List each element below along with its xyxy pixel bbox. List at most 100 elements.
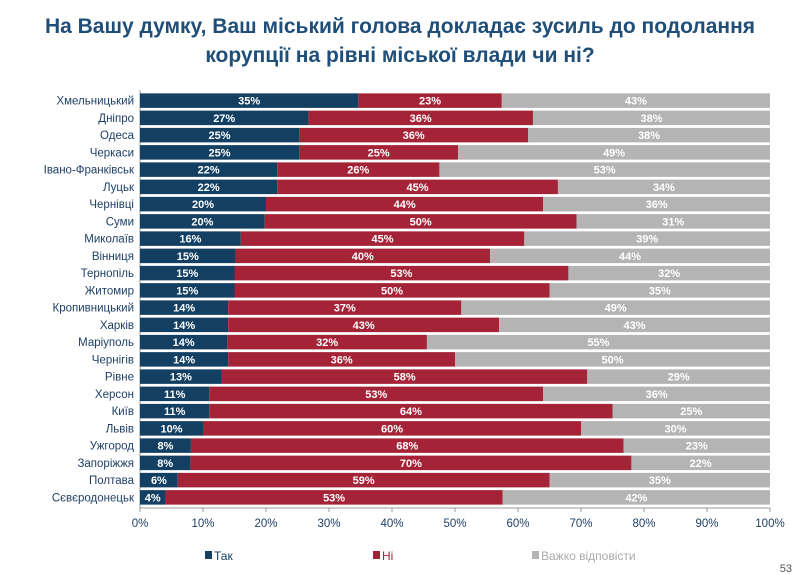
bar-segment-yes [140, 283, 235, 298]
bar-segment-yes [140, 403, 210, 419]
data-label: 35% [649, 285, 671, 297]
data-label: 45% [407, 182, 429, 194]
x-tick-label: 50% [443, 518, 466, 530]
x-tick-label: 100% [755, 518, 784, 530]
data-label: 45% [372, 234, 394, 246]
bar-segment-no [209, 386, 544, 402]
category-label: Дніпро [98, 113, 134, 125]
data-label: 36% [410, 113, 432, 125]
data-label: 43% [353, 320, 375, 332]
data-label: 27% [213, 113, 235, 125]
bar-segment-hard-to-say [461, 300, 770, 315]
data-label: 14% [173, 354, 195, 366]
data-label: 22% [690, 458, 712, 470]
data-label: 13% [170, 372, 192, 384]
data-label: 15% [176, 268, 198, 280]
data-label: 34% [653, 182, 675, 194]
legend-swatch [373, 551, 380, 559]
category-label: Ужгород [90, 441, 134, 453]
data-label: 15% [176, 285, 198, 297]
bar-segment-no [221, 369, 588, 384]
bar-segment-no [228, 300, 462, 315]
bar-segment-hard-to-say [568, 265, 770, 281]
x-tick-label: 90% [695, 518, 718, 530]
bar-segment-yes [140, 369, 222, 384]
bar-segment-hard-to-say [499, 317, 770, 333]
bar-segment-yes [140, 110, 309, 126]
bar-segment-yes [140, 214, 265, 229]
category-label: Харків [100, 320, 134, 332]
category-label: Київ [112, 406, 134, 418]
data-label: 14% [173, 320, 195, 332]
data-label: 23% [419, 96, 441, 108]
category-label: Полтава [89, 475, 135, 487]
legend-swatch [532, 551, 539, 559]
data-label: 25% [368, 147, 390, 159]
data-label: 55% [587, 337, 609, 349]
legend-label: Важко відповісти [541, 549, 636, 563]
category-label: Луцьк [103, 182, 135, 194]
category-label: Тернопіль [81, 268, 134, 280]
bar-segment-no [165, 490, 503, 505]
data-label: 36% [331, 354, 353, 366]
data-label: 42% [625, 492, 647, 504]
category-label: Маріуполь [78, 337, 134, 349]
data-label: 22% [198, 165, 220, 177]
data-label: 10% [160, 423, 182, 435]
data-label: 20% [192, 199, 214, 211]
data-label: 20% [191, 216, 213, 228]
data-label: 22% [198, 182, 220, 194]
bar-segment-no [190, 438, 624, 453]
bar-segment-no [228, 317, 500, 333]
x-tick-label: 20% [254, 518, 277, 530]
data-label: 35% [649, 475, 671, 487]
data-label: 53% [365, 389, 387, 401]
data-label: 11% [164, 406, 186, 418]
bar-segment-yes [140, 472, 178, 488]
x-tick-label: 30% [317, 518, 340, 530]
bar-segment-yes [140, 93, 359, 108]
bar-segment-hard-to-say [426, 334, 770, 350]
bar-segment-yes [140, 145, 300, 160]
bar-segment-hard-to-say [458, 145, 770, 160]
bar-segment-hard-to-say [543, 386, 770, 402]
bar-segment-yes [140, 127, 300, 143]
bar-segment-yes [140, 196, 266, 212]
data-label: 26% [347, 165, 369, 177]
bar-segment-yes [140, 162, 278, 177]
bar-segment-hard-to-say [455, 352, 770, 367]
bar-segment-hard-to-say [532, 110, 770, 126]
bar-segment-hard-to-say [502, 490, 770, 505]
bar-segment-hard-to-say [549, 472, 770, 488]
bar-segment-hard-to-say [501, 93, 770, 108]
bar-segment-yes [140, 438, 191, 453]
bar-segment-hard-to-say [623, 438, 770, 453]
bar-segment-no [266, 196, 544, 212]
legend-label: Так [214, 549, 233, 563]
bar-segment-no [203, 421, 581, 436]
category-label: Чернівці [89, 199, 134, 211]
category-label: Кропивницький [53, 303, 134, 315]
data-label: 50% [381, 285, 403, 297]
data-label: 53% [323, 492, 345, 504]
bar-segment-no [190, 455, 632, 471]
bar-segment-no [177, 472, 550, 488]
bar-segment-no [240, 231, 525, 246]
data-label: 49% [605, 303, 627, 315]
legend-swatch [205, 551, 212, 559]
bar-segment-hard-to-say [587, 369, 770, 384]
data-label: 6% [151, 475, 167, 487]
data-label: 53% [594, 165, 616, 177]
bar-segment-no [358, 93, 502, 108]
data-label: 43% [624, 320, 646, 332]
bar-segment-hard-to-say [524, 231, 770, 246]
chart-title-line-1: На Вашу думку, Ваш міський голова доклад… [44, 15, 756, 38]
data-label: 64% [400, 406, 422, 418]
bar-segment-yes [140, 421, 203, 436]
bar-segment-yes [140, 386, 210, 402]
bar-segment-no [235, 248, 490, 264]
bar-segment-no [299, 145, 459, 160]
bar-segment-hard-to-say [576, 214, 770, 229]
data-label: 32% [316, 337, 338, 349]
